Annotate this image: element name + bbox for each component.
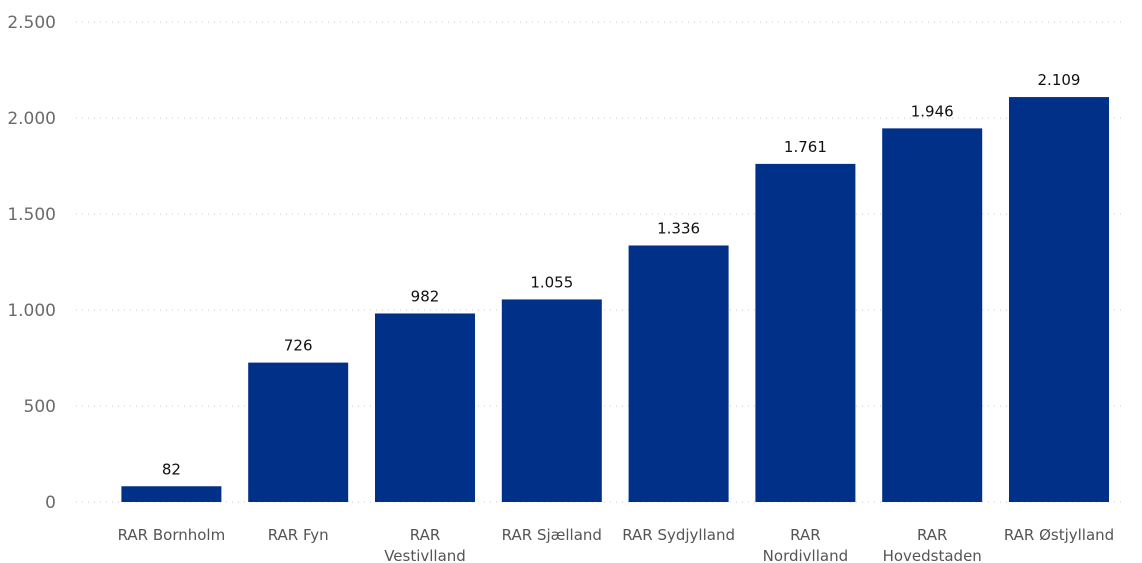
category-label: RAR Nordivlland [763,526,848,563]
data-label: 1.055 [530,273,573,291]
y-tick-label: 1.500 [7,205,56,225]
category-label: RAR Bornholm [118,526,226,544]
data-label: 1.336 [657,219,700,237]
category-label-line: RAR [917,526,948,544]
data-label: 726 [284,337,313,355]
category-label: RAR Østjylland [1004,526,1114,544]
category-label-line: RAR Fyn [268,526,329,544]
category-label-line: RAR [410,526,441,544]
category-label-line: RAR [790,526,821,544]
y-tick-label: 2.500 [7,13,56,33]
bar [755,163,856,502]
bar [375,313,475,502]
category-label: RAR Hovedstaden [883,526,982,563]
y-tick-label: 2.000 [7,109,56,129]
y-tick-label: 1.000 [7,301,56,321]
bar [882,128,983,503]
category-label-line: RAR Sjælland [502,526,602,544]
category-label-line: Hovedstaden [883,547,982,563]
category-label: RAR Sjælland [502,526,602,544]
bar [1009,97,1109,503]
bar [121,486,222,502]
category-label: RAR Fyn [268,526,329,544]
y-tick-label: 500 [24,397,56,417]
category-label: RAR Vestivlland [384,526,466,563]
y-tick-label: 0 [45,493,56,513]
y-axis-ticks: 0 500 1.000 1.500 2.000 2.500 [7,13,56,513]
data-label: 82 [162,460,181,478]
bars [121,97,1109,503]
category-label-line: RAR Sydjylland [622,526,735,544]
data-label: 1.761 [784,138,827,156]
x-axis-categories: RAR Bornholm RAR Fyn RAR Vestivlland RAR Sjæ… [118,526,1115,563]
data-labels: 82 726 982 1.055 1.336 1.761 1.946 2.109 [162,71,1081,478]
data-label: 2.109 [1038,71,1081,89]
category-label-line: Nordivlland [763,547,848,563]
data-label: 1.946 [911,102,954,120]
category-label: RAR Sydjylland [622,526,735,544]
bar [501,299,602,502]
category-label-line: Vestivlland [384,547,466,563]
category-label-line: RAR Bornholm [118,526,226,544]
bar [628,245,729,502]
category-label-line: RAR Østjylland [1004,526,1114,544]
bar [248,362,349,502]
data-label: 982 [411,287,440,305]
